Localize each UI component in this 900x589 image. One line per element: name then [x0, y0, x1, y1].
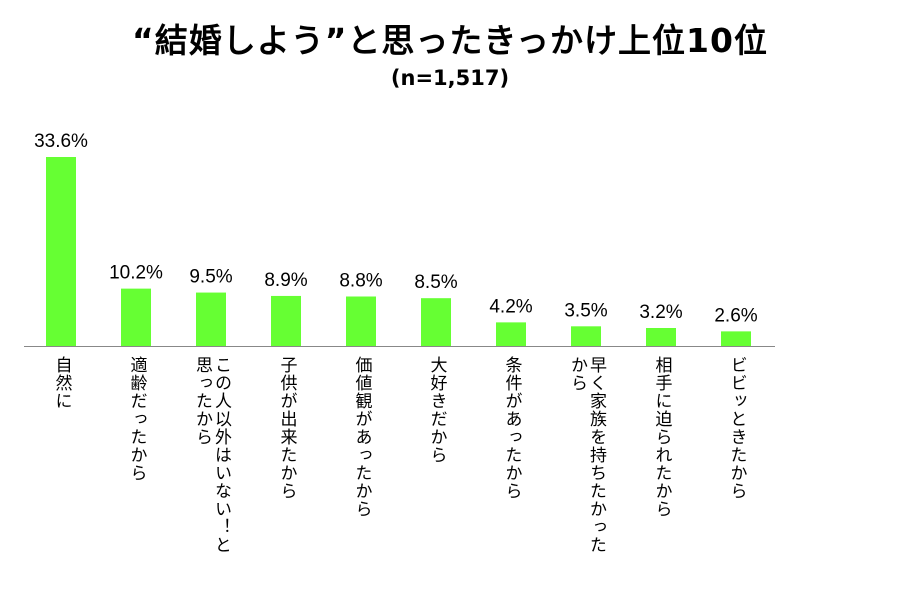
chart-title: “結婚しよう”と思ったきっかけ上位10位 — [132, 21, 768, 60]
bar — [721, 331, 751, 346]
bar — [571, 326, 601, 346]
category-label: 子供が出来たから — [276, 356, 297, 500]
category-label: 相手に迫られたから — [651, 356, 672, 518]
bar — [271, 295, 301, 346]
data-label: 4.2% — [489, 296, 532, 317]
bar — [46, 157, 76, 346]
category-label: 自然に — [51, 356, 72, 410]
data-label: 3.5% — [564, 300, 607, 321]
bar — [646, 328, 676, 346]
data-label: 8.8% — [339, 271, 382, 292]
data-label: 3.2% — [639, 302, 682, 323]
data-label: 9.5% — [189, 267, 232, 288]
category-label: 早く家族を持ちたかった から — [567, 356, 606, 554]
data-label: 8.9% — [264, 270, 307, 291]
bar — [496, 322, 526, 346]
category-label: 大好きだから — [426, 356, 447, 464]
data-label: 10.2% — [109, 263, 163, 284]
category-label: 条件があったから — [501, 356, 522, 500]
category-label: この人以外はいない！と 思ったから — [192, 356, 231, 554]
category-label: ビビッときたから — [726, 356, 747, 500]
chart-subtitle: (n=1,517) — [390, 66, 510, 90]
data-label: 8.5% — [414, 272, 457, 293]
bar — [421, 298, 451, 346]
bar — [196, 292, 226, 346]
category-label: 適齢だったから — [126, 356, 147, 482]
bar — [121, 288, 151, 346]
data-label: 2.6% — [714, 305, 757, 326]
data-label: 33.6% — [34, 131, 88, 152]
bar — [346, 296, 376, 346]
category-label: 価値観があったから — [351, 356, 372, 518]
